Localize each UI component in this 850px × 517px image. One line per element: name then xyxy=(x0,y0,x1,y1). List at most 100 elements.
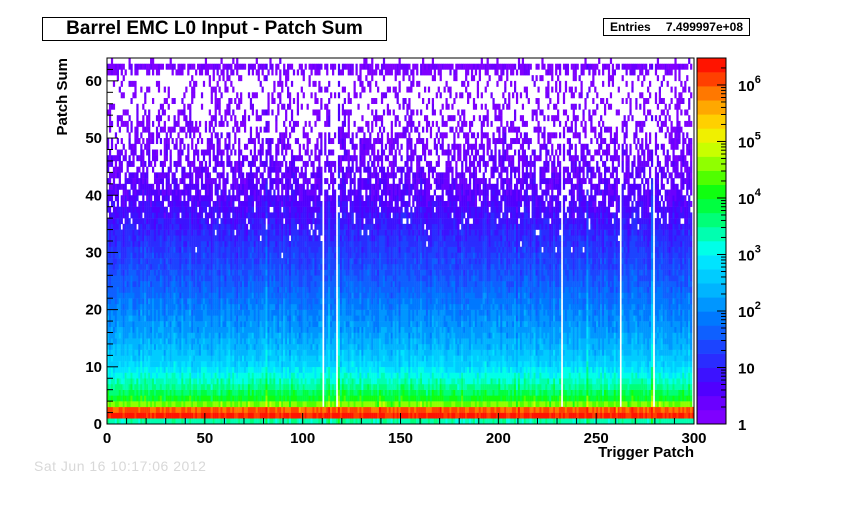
heatmap-cell xyxy=(247,206,251,213)
heatmap-cell xyxy=(118,218,121,225)
heatmap-cell xyxy=(273,160,276,167)
heatmap-cell xyxy=(150,132,153,139)
heatmap-cell xyxy=(287,103,290,110)
heatmap-cell xyxy=(212,309,215,316)
heatmap-cell xyxy=(165,378,168,385)
heatmap-cell xyxy=(210,281,213,287)
heatmap-cell xyxy=(165,206,168,213)
heatmap-cell xyxy=(287,138,290,145)
heatmap-cell xyxy=(249,98,253,104)
heatmap-cell xyxy=(161,218,164,225)
heatmap-cell xyxy=(185,200,188,207)
heatmap-cell xyxy=(120,263,123,270)
heatmap-cell xyxy=(287,172,290,179)
heatmap-cell xyxy=(165,218,168,225)
heatmap-cell xyxy=(288,343,292,350)
heatmap-cell xyxy=(249,366,253,373)
heatmap-cell xyxy=(249,281,253,287)
heatmap-cell xyxy=(157,321,161,328)
heatmap-cell xyxy=(249,206,253,213)
heatmap-cell xyxy=(243,120,247,127)
heatmap-cell xyxy=(287,321,290,328)
heatmap-cell xyxy=(216,303,219,310)
heatmap-cell xyxy=(285,126,288,133)
heatmap-cell xyxy=(146,361,149,368)
heatmap-cell xyxy=(187,406,190,413)
heatmap-cell xyxy=(116,355,119,362)
heatmap-cell xyxy=(271,275,274,282)
heatmap-cell xyxy=(173,343,176,350)
heatmap-cell xyxy=(132,326,135,333)
heatmap-cell xyxy=(292,172,296,179)
heatmap-cell xyxy=(218,321,221,328)
heatmap-cell xyxy=(148,200,151,207)
heatmap-cell xyxy=(240,281,243,287)
heatmap-cell xyxy=(236,92,239,99)
heatmap-cell xyxy=(157,235,161,242)
heatmap-cell xyxy=(240,75,243,82)
heatmap-cell xyxy=(220,338,223,345)
heatmap-cell xyxy=(193,166,196,173)
heatmap-cell xyxy=(251,343,254,350)
heatmap-cell xyxy=(261,275,264,282)
heatmap-cell xyxy=(167,321,170,328)
heatmap-cell xyxy=(230,315,233,322)
heatmap-cell xyxy=(126,218,129,225)
heatmap-cell xyxy=(175,120,178,127)
heatmap-cell xyxy=(167,63,170,70)
heatmap-cell xyxy=(191,383,194,390)
heatmap-cell xyxy=(157,120,161,127)
heatmap-cell xyxy=(269,200,272,207)
heatmap-cell xyxy=(159,246,163,253)
heatmap-cell xyxy=(169,235,172,242)
heatmap-cell xyxy=(259,155,262,162)
heatmap-cell xyxy=(148,86,151,93)
heatmap-cell xyxy=(214,223,217,230)
heatmap-cell xyxy=(134,326,137,333)
heatmap-cell xyxy=(224,332,227,339)
heatmap-cell xyxy=(257,235,260,242)
heatmap-cell xyxy=(195,126,198,133)
heatmap-cell xyxy=(169,395,172,402)
heatmap-cell xyxy=(296,235,300,242)
heatmap-cell xyxy=(236,160,239,167)
heatmap-cell xyxy=(200,281,204,287)
heatmap-cell xyxy=(287,252,290,259)
heatmap-cell xyxy=(112,218,116,225)
heatmap-cell xyxy=(245,361,249,368)
heatmap-cell xyxy=(140,263,143,270)
heatmap-cell xyxy=(193,349,196,356)
heatmap-cell xyxy=(232,200,235,207)
heatmap-cell xyxy=(107,252,110,259)
heatmap-cell xyxy=(120,235,123,242)
heatmap-cell xyxy=(287,389,290,396)
heatmap-cell xyxy=(251,178,254,185)
heatmap-cell xyxy=(157,69,161,76)
heatmap-cell xyxy=(238,275,241,282)
heatmap-cell xyxy=(228,75,231,82)
heatmap-cell xyxy=(187,241,190,247)
heatmap-cell xyxy=(175,263,178,270)
heatmap-cell xyxy=(296,183,300,190)
heatmap-cell xyxy=(202,263,206,270)
heatmap-cell xyxy=(122,303,125,310)
heatmap-cell xyxy=(181,355,184,362)
heatmap-cell xyxy=(259,343,262,350)
heatmap-cell xyxy=(208,315,211,322)
heatmap-cell xyxy=(275,241,278,247)
heatmap-cell xyxy=(150,292,153,299)
heatmap-cell xyxy=(153,286,157,293)
heatmap-cell xyxy=(161,172,164,179)
heatmap-cell xyxy=(257,263,260,270)
heatmap-cell xyxy=(128,138,131,145)
heatmap-cell xyxy=(232,109,235,116)
heatmap-cell xyxy=(152,63,155,70)
heatmap-cell xyxy=(298,281,301,287)
heatmap-cell xyxy=(175,212,178,219)
heatmap-cell xyxy=(193,418,196,425)
heatmap-cell xyxy=(281,80,284,87)
heatmap-cell xyxy=(120,120,123,127)
heatmap-cell xyxy=(171,389,174,396)
heatmap-cell xyxy=(161,246,164,253)
heatmap-cell xyxy=(124,246,127,253)
